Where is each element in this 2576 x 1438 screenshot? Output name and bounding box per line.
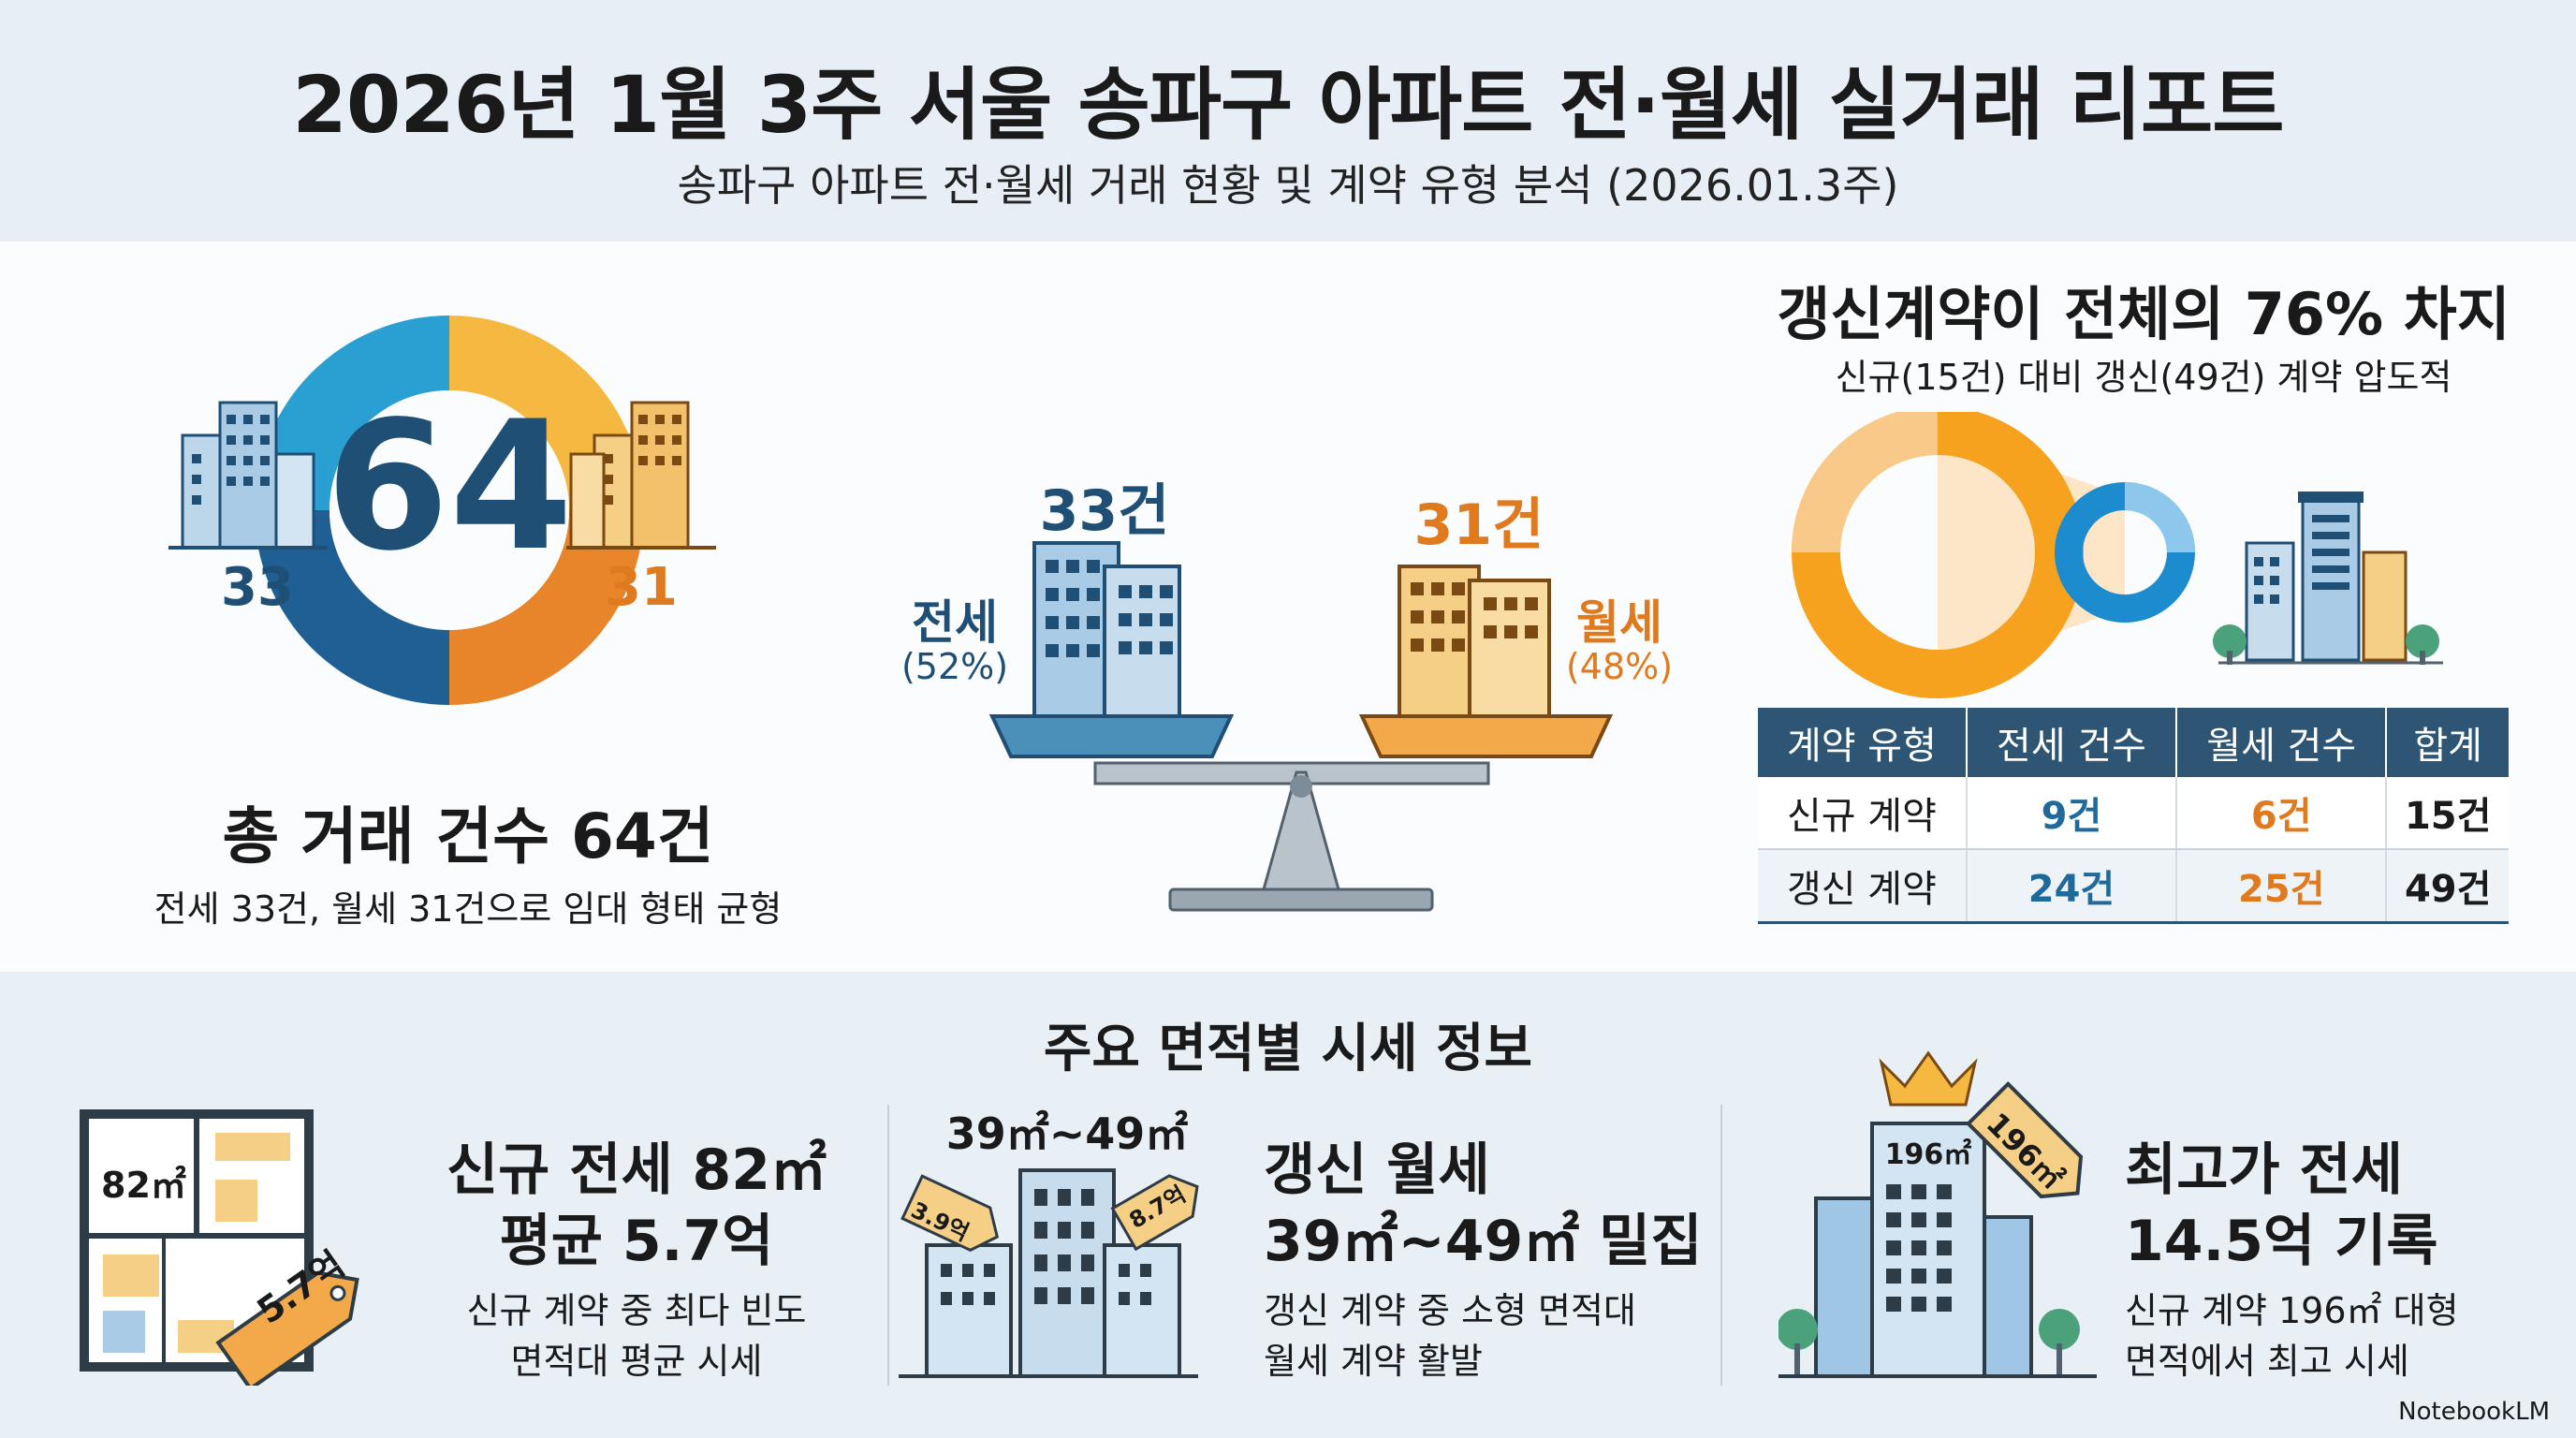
jeonse-scale-count: 33건: [1039, 478, 1170, 544]
area-range-label: 39㎡~49㎡: [945, 1108, 1189, 1159]
table-cell: 49건: [2386, 849, 2509, 924]
table-header: 월세 건수: [2176, 708, 2388, 777]
card1-title-line2: 평균 5.7억: [499, 1209, 774, 1274]
table-cell: 신규 계약: [1758, 777, 1968, 850]
table-header: 합계: [2386, 708, 2509, 777]
header-band: [0, 0, 2576, 242]
table-header: 전세 건수: [1966, 708, 2178, 777]
area-section-title: 주요 면적별 시세 정보: [1043, 1019, 1533, 1079]
building-blue-icon: [168, 401, 328, 550]
card2-desc-line1: 갱신 계약 중 소형 면적대: [1264, 1290, 1636, 1331]
page-title: 2026년 1월 3주 서울 송파구 아파트 전·월세 실거래 리포트: [292, 59, 2284, 151]
wolse-scale-pct: (48%): [1565, 646, 1674, 687]
wolse-scale-count: 31건: [1413, 492, 1544, 558]
table-cell: 갱신 계약: [1758, 849, 1968, 924]
area-price-panel: [0, 972, 2576, 1438]
table-cell: 6건: [2176, 777, 2388, 850]
wolse-scale-label: 월세: [1576, 595, 1662, 650]
jeonse-donut-count: 33: [221, 557, 294, 618]
jeonse-scale-pct: (52%): [900, 646, 1009, 687]
price-tag-left-icon: [900, 1174, 1000, 1253]
renewal-donut-chart: [1792, 412, 2443, 698]
card1-desc-line1: 신규 계약 중 최다 빈도: [466, 1290, 807, 1331]
wolse-pan: [1358, 714, 1614, 758]
card-divider: [887, 1105, 889, 1386]
renewal-title: 갱신계약이 전체의 76% 차지: [1777, 280, 2510, 348]
price-tag-right-icon: [1110, 1174, 1199, 1252]
total-count: 64: [325, 383, 574, 590]
floor-plan-icon: [80, 1109, 359, 1386]
jeonse-pan: [988, 714, 1235, 758]
card2-title-line2: 39㎡~49㎡ 밀집: [1264, 1209, 1703, 1274]
card3-desc-line1: 신규 계약 196㎡ 대형: [2125, 1290, 2459, 1331]
table-cell: 24건: [1966, 849, 2178, 924]
crown-icon: [1879, 1050, 1978, 1107]
tower-area-label: 196㎡: [1884, 1138, 1972, 1171]
page-subtitle: 송파구 아파트 전·월세 거래 현황 및 계약 유형 분석 (2026.01.3…: [677, 160, 1899, 211]
card-divider: [1720, 1105, 1722, 1386]
building-skyline-icon: [2213, 492, 2443, 665]
card1-desc-line2: 면적대 평균 시세: [510, 1341, 763, 1382]
jeonse-scale-label: 전세: [912, 595, 998, 650]
table-header: 계약 유형: [1758, 708, 1968, 777]
donut-seg-jeonse-bottom: [255, 510, 449, 705]
contract-type-table: 계약 유형 전세 건수 월세 건수 합계 신규 계약 9건 6건 15건 갱신 …: [1758, 708, 2509, 924]
wolse-donut-count: 31: [605, 557, 678, 618]
brand-watermark: NotebookLM: [2398, 1398, 2550, 1426]
building-orange-icon: [566, 401, 716, 550]
small-apartments-icon: [899, 1168, 1199, 1378]
price-tag-icon: [215, 1270, 359, 1386]
total-label: 총 거래 건수 64건: [222, 800, 714, 873]
donut-seg-wolse-bottom: [449, 510, 644, 705]
card1-title-line1: 신규 전세 82㎡: [446, 1137, 827, 1203]
card3-title-line2: 14.5억 기록: [2125, 1209, 2438, 1274]
table-cell: 9건: [1966, 777, 2178, 850]
card2-title-line1: 갱신 월세: [1264, 1137, 1490, 1203]
table-row: 신규 계약 9건 6건 15건: [1758, 777, 2509, 850]
total-description: 전세 33건, 월세 31건으로 임대 형태 균형: [154, 888, 783, 930]
card3-desc-line2: 면적에서 최고 시세: [2125, 1341, 2409, 1382]
card2-desc-line2: 월세 계약 활발: [1264, 1341, 1483, 1382]
new-ring-segment: [1792, 412, 1939, 553]
table-cell: 15건: [2386, 777, 2509, 850]
total-donut-chart: [168, 315, 716, 705]
renewal-subtitle: 신규(15건) 대비 갱신(49건) 계약 압도적: [1835, 357, 2452, 398]
table-row: 갱신 계약 24건 25건 49건: [1758, 849, 2509, 924]
balance-scale-icon: [988, 541, 1614, 912]
card3-title-line1: 최고가 전세: [2125, 1137, 2403, 1203]
table-cell: 25건: [2176, 849, 2388, 924]
price-tag-icon: [1965, 1080, 2084, 1199]
floor-plan-label: 82㎡: [101, 1165, 186, 1206]
tallest-tower-icon: [1778, 1050, 2097, 1378]
